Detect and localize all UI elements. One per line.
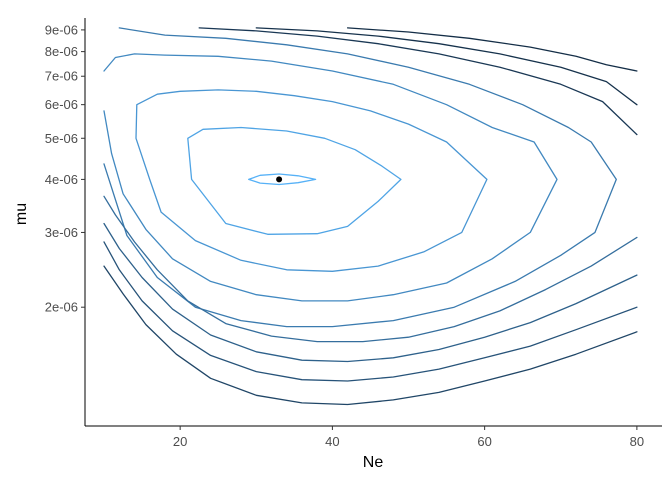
x-tick-label-3: 80 [630, 434, 644, 449]
contour-line-9 [198, 27, 638, 136]
y-tick-label-3: 5e-06 [45, 131, 78, 146]
y-axis-title: mu [13, 203, 30, 225]
contour-line-10 [255, 27, 638, 106]
y-axis-ticks: 2e-06 3e-06 4e-06 5e-06 6e-06 7e-06 8e-06 9e-06 [45, 22, 85, 315]
x-tick-label-0: 20 [173, 434, 187, 449]
x-axis-title: Ne [363, 454, 384, 471]
x-axis-ticks: 20 40 60 80 [173, 426, 644, 449]
x-tick-label-2: 60 [477, 434, 491, 449]
contour-line-6 [103, 222, 638, 363]
y-tick-label-0: 2e-06 [45, 300, 78, 315]
estimate-point [276, 176, 283, 183]
contour-line-1 [187, 126, 402, 235]
contour-line-3 [103, 53, 558, 302]
contour-line-0 [248, 173, 317, 186]
y-tick-label-1: 3e-06 [45, 225, 78, 240]
contour-lines [103, 27, 638, 406]
y-tick-label-4: 6e-06 [45, 97, 78, 112]
contour-line-8 [103, 265, 638, 406]
contour-line-11 [346, 27, 638, 72]
data-points [276, 176, 283, 183]
contour-line-4 [103, 27, 617, 328]
y-tick-label-6: 8e-06 [45, 44, 78, 59]
y-tick-label-7: 9e-06 [45, 22, 78, 37]
y-tick-label-2: 4e-06 [45, 172, 78, 187]
contour-line-2 [135, 89, 488, 272]
contour-line-7 [103, 241, 638, 382]
x-tick-label-1: 40 [325, 434, 339, 449]
contour-line-5 [103, 195, 638, 343]
y-tick-label-5: 7e-06 [45, 69, 78, 84]
